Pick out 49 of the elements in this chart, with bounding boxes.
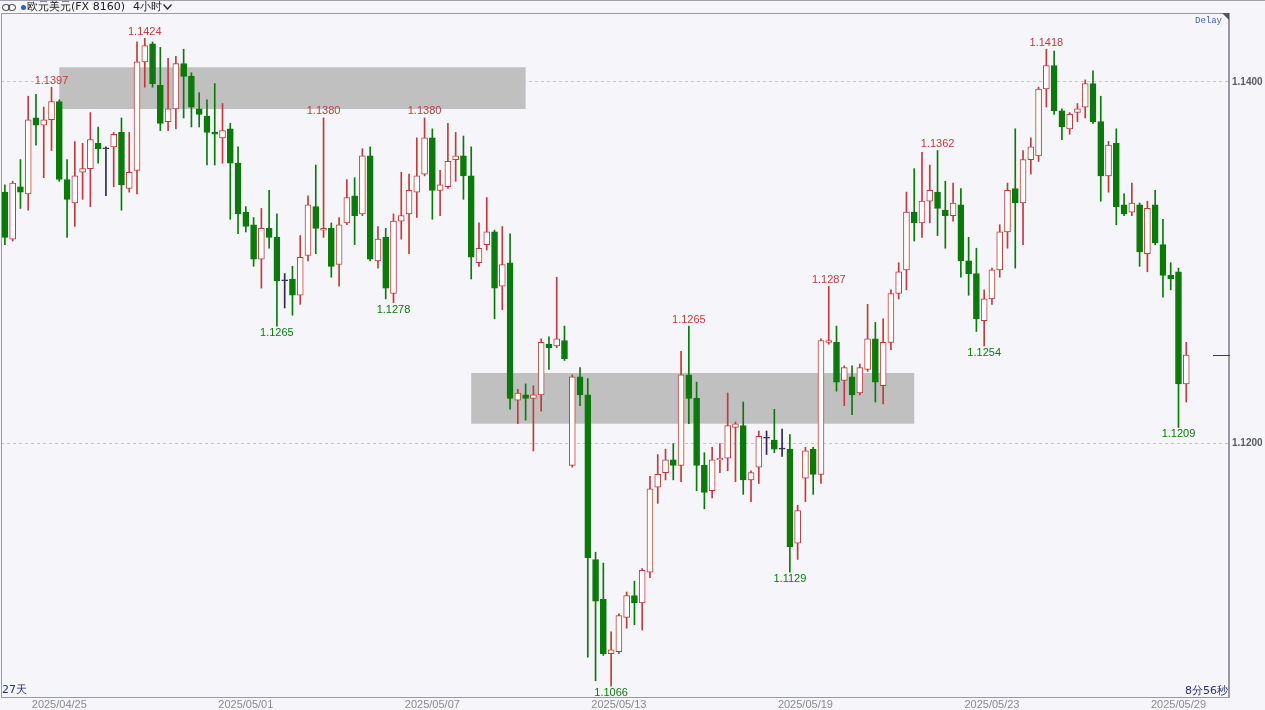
x-tick-label: 2025/05/19 xyxy=(777,697,833,710)
candlestick xyxy=(825,285,833,345)
annotation: 1.1418 xyxy=(1029,35,1064,48)
y-tick-label: 1.1400 xyxy=(1232,75,1264,87)
chart-subtitle: 4小时 xyxy=(132,0,162,13)
annotation: 1.1424 xyxy=(127,24,162,37)
annotation: 8分56秒 xyxy=(1185,684,1228,697)
annotation: 1.1265 xyxy=(260,326,294,339)
candlestick xyxy=(40,106,48,178)
x-tick-label: 2025/04/25 xyxy=(31,697,87,710)
x-tick-label: 2025/05/29 xyxy=(1150,697,1207,710)
annotation: 1.1209 xyxy=(1161,427,1196,440)
candlestick xyxy=(281,273,289,309)
annotation: 1.1265 xyxy=(672,312,706,325)
x-tick-label: 2025/05/07 xyxy=(404,697,460,710)
annotation: 27天 xyxy=(2,683,27,696)
x-tick-label: 2025/05/23 xyxy=(964,697,1020,710)
annotation: Delay xyxy=(1194,15,1222,27)
annotation: 1.1380 xyxy=(306,104,341,117)
annotation: 1.1397 xyxy=(34,73,69,86)
candlestick xyxy=(778,428,786,457)
y-tick-label: 1.1200 xyxy=(1232,437,1264,449)
candlestick xyxy=(941,180,949,249)
annotation: 1.1066 xyxy=(594,686,628,699)
candlestick xyxy=(926,164,934,224)
candlestick xyxy=(654,454,662,504)
candlestick xyxy=(1167,262,1175,291)
candlestick xyxy=(413,137,421,218)
candlestick xyxy=(452,132,459,182)
annotation: 1.1362 xyxy=(920,137,955,150)
candlestick xyxy=(110,132,118,188)
candlestick xyxy=(1011,128,1019,269)
candlestick xyxy=(102,146,110,197)
annotation: 1.1129 xyxy=(773,572,807,585)
annotation: 1.1278 xyxy=(376,302,411,315)
candlestick xyxy=(553,276,561,349)
candlestick xyxy=(195,92,203,128)
annotation: 1.1287 xyxy=(811,272,846,285)
candlestick xyxy=(211,83,219,166)
annotation: 1.1380 xyxy=(407,104,442,117)
x-tick-label: 2025/05/01 xyxy=(218,697,274,710)
candlestick xyxy=(771,408,778,454)
x-tick-label: 2025/05/13 xyxy=(591,697,647,710)
candlestick xyxy=(669,443,677,481)
candlestick xyxy=(397,171,405,240)
candlestick xyxy=(483,197,491,251)
chart-title: 欧元美元(FX 8160) xyxy=(27,0,125,13)
candlestick xyxy=(910,168,918,242)
annotation: 1.1254 xyxy=(967,345,1002,358)
